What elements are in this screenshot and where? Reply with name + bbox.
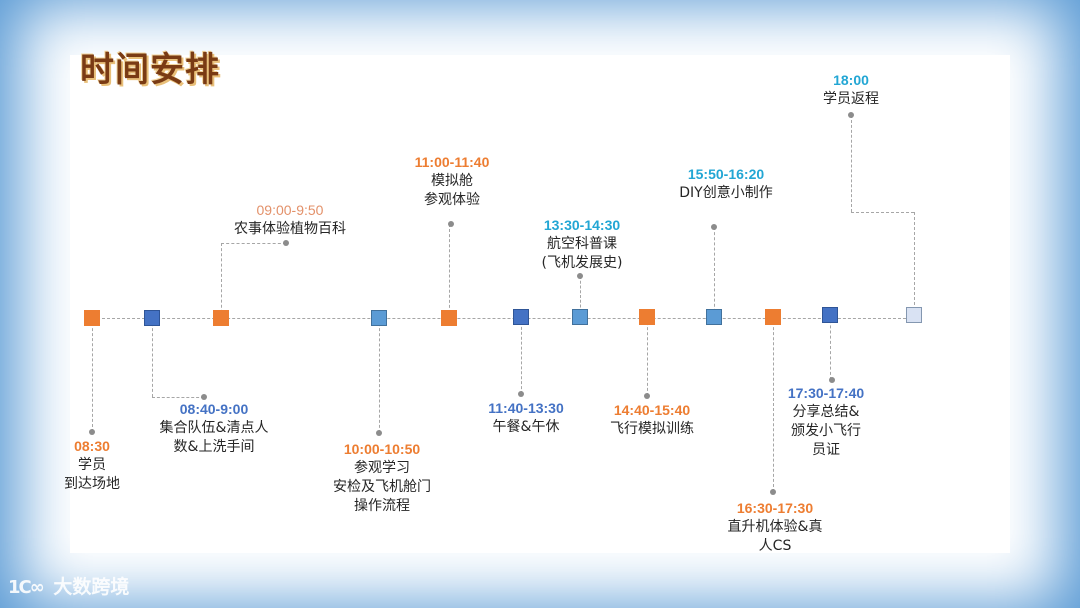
leader-dot [848,112,854,118]
timeline-axis [92,318,916,319]
milestone-marker [822,307,838,323]
event-description: 人CS [758,538,792,554]
event-time: 13:30-14:30 [543,217,621,233]
event-description: 集合队伍&清点人 [159,420,269,436]
milestone-marker [513,309,529,325]
leader-line [221,243,286,244]
event-label: 08:40-9:00 集合队伍&清点人 数&上洗手间 [160,400,269,457]
leader-line [580,276,581,317]
leader-dot [89,429,95,435]
event-time: 18:00 [833,72,869,88]
event-time: 15:50-16:20 [687,166,765,182]
leader-line [449,224,450,318]
watermark-text: 大数跨境 [53,576,130,598]
event-description: 模拟舱 [430,173,473,189]
event-label: 10:00-10:50 参观学习安检及飞机舱门 操作流程 [333,440,431,516]
milestone-marker [906,307,922,323]
leader-line [714,227,715,317]
event-time: 14:40-15:40 [613,402,691,418]
leader-line [914,212,915,315]
event-label: 18:00 学员返程 [823,71,879,109]
leader-dot [201,394,207,400]
event-description: 学员返程 [823,91,879,107]
event-description: 参观体验 [423,192,480,208]
leader-dot [829,377,835,383]
event-description: 直升机体验&真 [727,519,823,535]
milestone-marker [144,310,160,326]
event-description: 操作流程 [354,498,410,514]
leader-line [521,317,522,394]
leader-dot [448,221,454,227]
event-description: 到达场地 [64,476,120,492]
leader-dot [577,273,583,279]
event-description: DIY创意小制作 [679,185,773,201]
milestone-marker [371,310,387,326]
event-label: 13:30-14:30 航空科普课 (飞机发展史) [542,216,623,273]
event-description: 员证 [812,442,840,458]
watermark-logo: 1C∞ 大数跨境 [8,572,129,599]
event-time: 17:30-17:40 [787,385,865,401]
event-time: 16:30-17:30 [736,500,814,516]
leader-line [152,397,204,398]
event-description: 航空科普课 [547,236,617,252]
leader-dot [283,240,289,246]
event-label: 11:00-11:40 模拟舱参观体验 [415,153,490,210]
milestone-marker [84,310,100,326]
event-time: 09:00-9:50 [256,202,324,218]
milestone-marker [706,309,722,325]
leader-line [152,318,153,397]
logo-mark-icon: 1C∞ [8,577,45,598]
event-time: 08:30 [74,438,110,454]
event-description: 分享总结& [792,404,860,420]
event-description: 颁发小飞行 [791,423,861,439]
milestone-marker [441,310,457,326]
leader-line [851,115,852,212]
event-time: 11:40-13:30 [488,400,564,416]
leader-line [773,317,774,492]
event-label: 09:00-9:50 农事体验植物百科 [234,201,346,239]
event-description: (飞机发展史) [541,255,623,271]
event-time: 08:40-9:00 [179,401,249,417]
event-label: 17:30-17:40 分享总结& 颁发小飞行员证 [788,384,864,460]
leader-line [92,318,93,432]
leader-line [851,212,914,213]
event-description: 参观学习 [354,460,410,476]
event-description: 学员 [78,457,106,473]
leader-dot [376,430,382,436]
leader-dot [770,489,776,495]
event-label: 14:40-15:40 飞行模拟训练 [610,401,694,439]
milestone-marker [639,309,655,325]
event-time: 11:00-11:40 [414,154,490,170]
milestone-marker [213,310,229,326]
leader-line [830,315,831,380]
event-label: 16:30-17:30 直升机体验&真 人CS [728,499,823,556]
leader-line [379,318,380,433]
page-title: 时间安排 [80,50,220,90]
milestone-marker [572,309,588,325]
event-time: 10:00-10:50 [343,441,421,457]
leader-line [647,317,648,396]
slide-content-area [70,55,1010,553]
leader-dot [518,391,524,397]
event-description: 午餐&午休 [492,419,560,435]
event-label: 11:40-13:30 午餐&午休 [488,399,564,437]
leader-dot [711,224,717,230]
event-label: 15:50-16:20 DIY创意小制作 [679,165,772,203]
leader-dot [644,393,650,399]
event-description: 安检及飞机舱门 [333,479,431,495]
event-description: 飞行模拟训练 [610,421,694,437]
event-description: 数&上洗手间 [173,439,255,455]
leader-line [221,243,222,318]
milestone-marker [765,309,781,325]
event-description: 农事体验植物百科 [234,221,346,237]
event-label: 08:30 学员到达场地 [64,437,120,494]
